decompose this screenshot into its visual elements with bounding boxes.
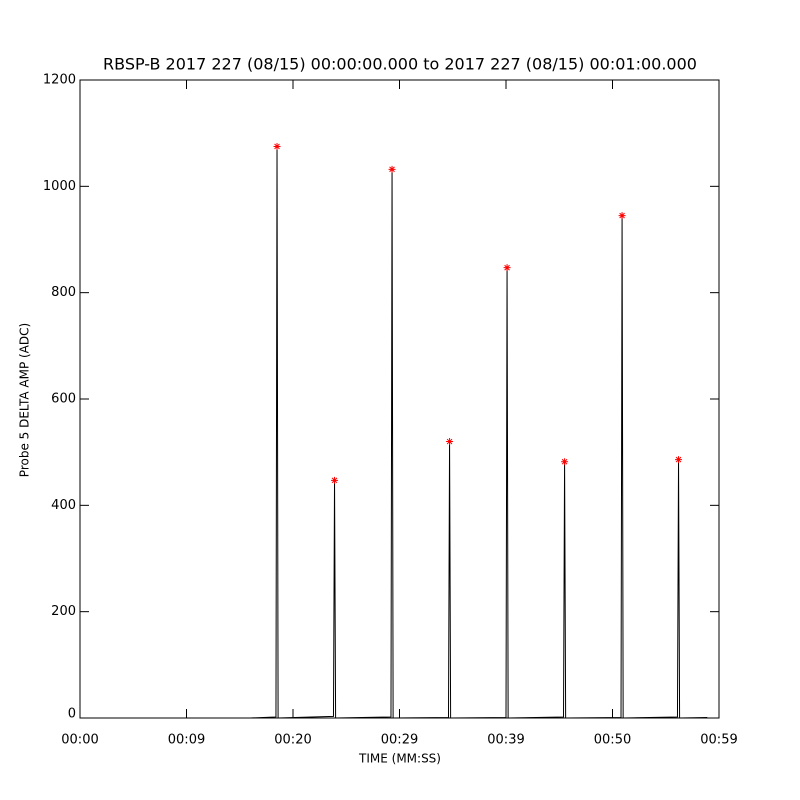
x-tick-label: 00:00 (61, 733, 98, 748)
x-tick-label: 00:09 (168, 733, 205, 748)
peak-marker (561, 458, 569, 466)
peak-marker (618, 212, 626, 220)
chart-title: RBSP-B 2017 227 (08/15) 00:00:00.000 to … (103, 55, 697, 74)
peak-marker (273, 142, 281, 150)
x-tick-label: 00:39 (487, 733, 524, 748)
x-tick-label: 00:29 (381, 733, 418, 748)
x-axis-label: TIME (MM:SS) (358, 752, 441, 766)
peak-marker (675, 456, 683, 464)
y-tick-label: 0 (68, 707, 76, 722)
data-line (250, 146, 708, 719)
y-tick-label: 200 (51, 604, 76, 619)
x-tick-label: 00:59 (700, 733, 737, 748)
y-tick-label: 1000 (43, 179, 76, 194)
y-axis-label: Probe 5 DELTA AMP (ADC) (18, 323, 32, 477)
y-tick-label: 400 (51, 498, 76, 513)
x-tick-label: 00:20 (274, 733, 311, 748)
peak-marker (503, 264, 511, 272)
y-tick-label: 600 (51, 392, 76, 407)
peak-marker (331, 476, 339, 484)
x-tick-label: 00:50 (594, 733, 631, 748)
peak-marker (388, 165, 396, 173)
peak-marker (446, 438, 454, 446)
y-tick-label: 1200 (43, 73, 76, 88)
y-tick-label: 800 (51, 285, 76, 300)
